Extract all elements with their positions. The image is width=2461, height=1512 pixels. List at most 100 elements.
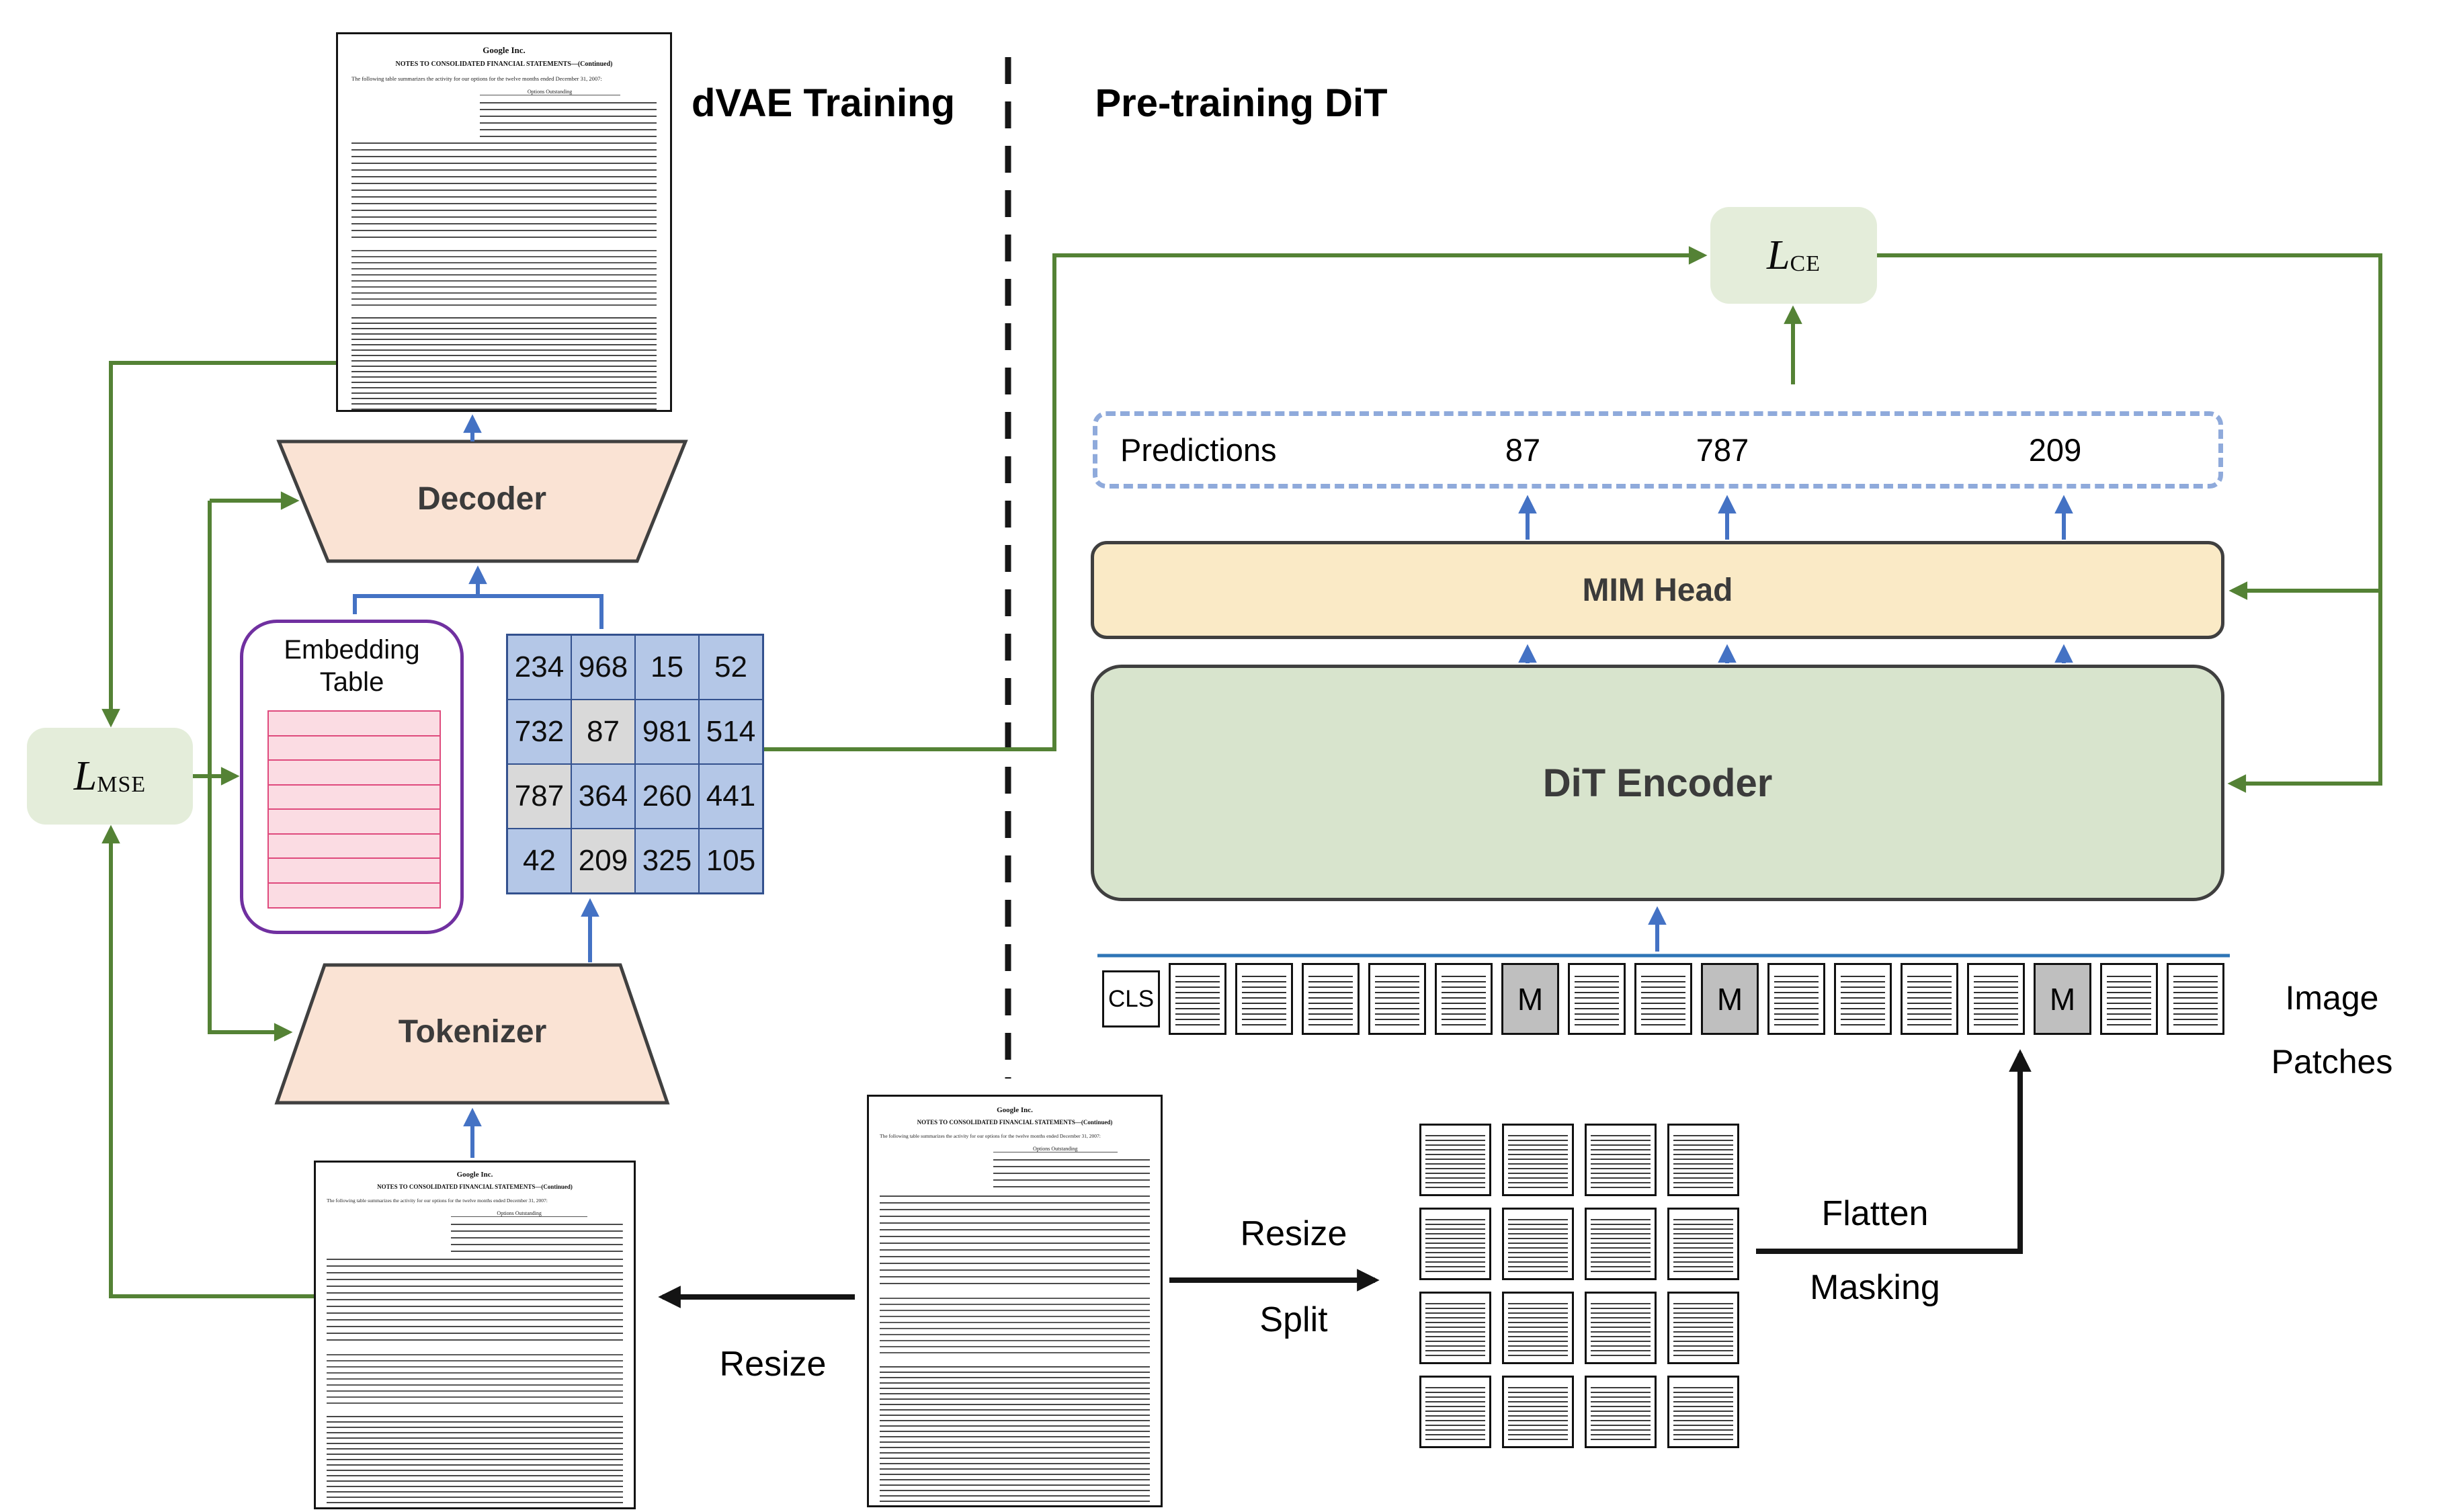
embedding-row: [267, 808, 441, 835]
mse-loss-box: L MSE: [27, 728, 193, 825]
doc-intro: The following table summarizes the activ…: [327, 1198, 548, 1204]
image-patches-label: Image Patches: [2271, 979, 2393, 1081]
doc-intro: The following table summarizes the activ…: [351, 75, 602, 82]
wire-resized-doc-to-lmse: [101, 825, 314, 1298]
doc-fake-table-rows: [351, 142, 657, 243]
wire-recon-doc-to-lmse: [101, 361, 336, 728]
predictions-box: Predictions 87 787 209: [1093, 411, 2223, 489]
masking-label: Masking: [1810, 1268, 1940, 1307]
resized-document-image: Google Inc. NOTES TO CONSOLIDATED FINANC…: [314, 1161, 636, 1509]
doc-table-caption: Options Outstanding: [451, 1210, 588, 1218]
original-document-image: Google Inc. NOTES TO CONSOLIDATED FINANC…: [867, 1095, 1163, 1507]
mse-loss-subscript: MSE: [97, 772, 147, 797]
arrow-flatten-masking-to-masked-patch: [1756, 1049, 2032, 1254]
token-cell-masked: 787: [507, 764, 571, 829]
wire-lce-to-dit-encoder: [1877, 253, 2382, 793]
token-cell: 105: [699, 829, 763, 893]
token-cell: 234: [507, 635, 571, 700]
doc-fake-table-header: [880, 1152, 1150, 1191]
doc-intro: The following table summarizes the activ…: [880, 1133, 1101, 1139]
flatten-label: Flatten: [1821, 1194, 1929, 1233]
patch-token: [1368, 963, 1426, 1035]
token-cell-masked: 87: [571, 700, 635, 764]
patch-token: [1235, 963, 1293, 1035]
patch-token: [1834, 963, 1892, 1035]
doc-company: Google Inc.: [456, 1171, 493, 1179]
embedding-rows: [267, 710, 441, 909]
dit-encoder-box: DiT Encoder: [1091, 665, 2224, 901]
tokenizer-trapezoid: [274, 963, 670, 1105]
embedding-row: [267, 857, 441, 884]
embedding-row: [267, 882, 441, 909]
doc-fake-table-rows: [880, 1195, 1150, 1290]
patch-token: [1169, 963, 1226, 1035]
mim-head-label: MIM Head: [1582, 572, 1733, 608]
split-patch: [1419, 1208, 1491, 1280]
doc-fake-footnotes: [880, 1298, 1150, 1359]
wire-grid-labels-to-lce: [763, 246, 1708, 751]
split-patch: [1585, 1208, 1657, 1280]
doc-fake-table2: [327, 1416, 623, 1507]
split-label: Split: [1259, 1300, 1328, 1339]
prediction-value-2: 787: [1696, 431, 1749, 468]
doc-notes-heading: NOTES TO CONSOLIDATED FINANCIAL STATEMEN…: [395, 60, 613, 68]
token-cell: 981: [635, 700, 699, 764]
predictions-label: Predictions: [1120, 431, 1277, 468]
doc-fake-table-header: [327, 1217, 623, 1254]
patch-token: [1568, 963, 1626, 1035]
split-patch: [1585, 1292, 1657, 1364]
decoder-label: Decoder: [417, 481, 547, 517]
split-patch-grid: [1419, 1124, 1739, 1448]
patch-token: [2100, 963, 2158, 1035]
section-title-pretraining: Pre-training DiT: [1095, 81, 1388, 125]
token-cell: 15: [635, 635, 699, 700]
token-cell: 441: [699, 764, 763, 829]
resize-left-label: Resize: [719, 1345, 827, 1384]
split-patch: [1502, 1208, 1574, 1280]
doc-company: Google Inc.: [483, 45, 526, 55]
doc-company: Google Inc.: [997, 1106, 1033, 1114]
doc-notes-heading: NOTES TO CONSOLIDATED FINANCIAL STATEMEN…: [377, 1183, 573, 1190]
patch-token: [1967, 963, 2025, 1035]
split-patch: [1419, 1292, 1491, 1364]
token-cell: 52: [699, 635, 763, 700]
reconstructed-document-image: Google Inc. NOTES TO CONSOLIDATED FINANC…: [336, 32, 672, 412]
patch-token-row: CLS M M M: [1102, 963, 2224, 1035]
doc-notes-heading: NOTES TO CONSOLIDATED FINANCIAL STATEMEN…: [917, 1119, 1113, 1126]
embedding-table-label: Embedding Table: [284, 635, 420, 697]
embedding-row: [267, 833, 441, 859]
cls-token: CLS: [1102, 970, 1160, 1027]
split-patch: [1667, 1124, 1739, 1196]
decoder-trapezoid: [276, 439, 688, 563]
tokenizer-label: Tokenizer: [398, 1014, 547, 1050]
doc-fake-table2: [880, 1366, 1150, 1505]
patch-token: [1634, 963, 1692, 1035]
split-patch: [1419, 1376, 1491, 1448]
patch-token: [1435, 963, 1493, 1035]
token-cell: 42: [507, 829, 571, 893]
mim-head-box: MIM Head: [1091, 541, 2224, 639]
split-patch: [1502, 1124, 1574, 1196]
ce-loss-subscript: CE: [1790, 251, 1821, 276]
token-cell: 732: [507, 700, 571, 764]
dit-encoder-label: DiT Encoder: [1542, 761, 1773, 805]
resize-right-label: Resize: [1240, 1214, 1347, 1253]
doc-table-caption: Options Outstanding: [993, 1146, 1118, 1153]
embedding-row: [267, 759, 441, 786]
token-cell: 325: [635, 829, 699, 893]
embedding-row: [267, 734, 441, 761]
mask-token: M: [1501, 963, 1559, 1035]
patch-token: [1901, 963, 1958, 1035]
embedding-row: [267, 784, 441, 810]
visual-token-grid: 234 968 15 52 732 87 981 514 787 364 260…: [506, 634, 764, 894]
split-patch: [1585, 1124, 1657, 1196]
prediction-value-1: 87: [1505, 431, 1541, 468]
mse-loss-symbol: L: [73, 753, 97, 799]
split-patch: [1419, 1124, 1491, 1196]
token-cell-masked: 209: [571, 829, 635, 893]
token-cell: 260: [635, 764, 699, 829]
doc-fake-table2: [351, 317, 657, 410]
patch-token: [2167, 963, 2224, 1035]
